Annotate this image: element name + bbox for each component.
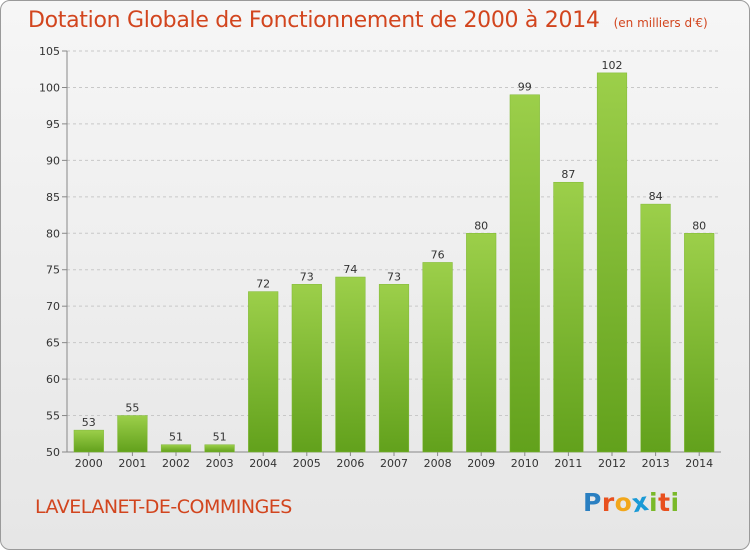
data-label: 84 [649, 190, 663, 203]
data-label: 72 [256, 278, 270, 291]
data-label: 87 [561, 168, 575, 181]
x-tick-label: 2013 [642, 457, 670, 470]
logo-letter: o [614, 488, 633, 517]
y-tick-label: 75 [46, 264, 60, 277]
y-tick-label: 100 [39, 81, 60, 94]
logo-letter: t [658, 488, 671, 517]
x-tick-label: 2011 [554, 457, 582, 470]
bar [684, 233, 715, 453]
x-tick-label: 2012 [598, 457, 626, 470]
y-tick-label: 55 [46, 410, 60, 423]
y-tick-label: 95 [46, 118, 60, 131]
chart-subtitle: (en milliers d'€) [613, 16, 708, 30]
bar [335, 276, 366, 453]
chart-title: Dotation Globale de Fonctionnement de 20… [28, 8, 708, 33]
data-label: 51 [213, 431, 227, 444]
bar [73, 429, 104, 453]
x-tick-label: 2000 [75, 457, 103, 470]
bar [596, 72, 628, 453]
x-tick-label: 2009 [467, 457, 495, 470]
bar [204, 444, 235, 453]
y-tick-label: 65 [46, 337, 60, 350]
y-tick-label: 90 [46, 154, 60, 167]
data-label: 73 [387, 270, 401, 283]
bar [378, 284, 410, 453]
data-label: 80 [692, 219, 706, 232]
x-tick-label: 2004 [249, 457, 277, 470]
data-label: 99 [518, 81, 532, 94]
proxiti-logo: Proxiti [583, 487, 680, 518]
bar [553, 181, 584, 453]
x-tick-label: 2003 [206, 457, 234, 470]
logo-letter: i [649, 488, 659, 517]
data-label: 73 [300, 270, 314, 283]
y-tick-label: 70 [46, 300, 60, 313]
y-tick-label: 50 [46, 446, 60, 459]
chart-title-text: Dotation Globale de Fonctionnement de 20… [28, 8, 600, 33]
x-tick-label: 2008 [424, 457, 452, 470]
x-tick-label: 2002 [162, 457, 190, 470]
x-tick-label: 2001 [118, 457, 146, 470]
x-tick-label: 2014 [685, 457, 713, 470]
commune-name: LAVELANET-DE-COMMINGES [35, 496, 292, 518]
bar [509, 94, 540, 453]
logo-letter: P [583, 488, 602, 517]
y-tick-label: 85 [46, 191, 60, 204]
data-label: 80 [474, 219, 488, 232]
bar [248, 291, 279, 453]
bar [117, 415, 148, 453]
bars [73, 72, 715, 453]
x-tick-label: 2006 [336, 457, 364, 470]
data-label: 74 [343, 263, 357, 276]
y-tick-label: 60 [46, 373, 60, 386]
data-label: 53 [82, 416, 96, 429]
bar [640, 203, 671, 453]
x-tick-label: 2007 [380, 457, 408, 470]
y-tick-label: 80 [46, 227, 60, 240]
bar [466, 233, 497, 453]
x-tick-label: 2005 [293, 457, 321, 470]
logo-letter: r [601, 488, 615, 517]
data-label: 102 [602, 59, 623, 72]
y-tick-label: 105 [39, 45, 60, 58]
bar [422, 262, 453, 453]
data-label: 51 [169, 431, 183, 444]
bar [160, 444, 192, 453]
x-tick-label: 2010 [511, 457, 539, 470]
bar [291, 284, 322, 453]
logo-letter: i [670, 488, 680, 517]
labels: 50 55 60 65 70 75 80 85 90 95 100 105 53 2000 55 2001 51… [39, 45, 713, 470]
data-label: 76 [431, 248, 445, 261]
data-label: 55 [125, 402, 139, 415]
